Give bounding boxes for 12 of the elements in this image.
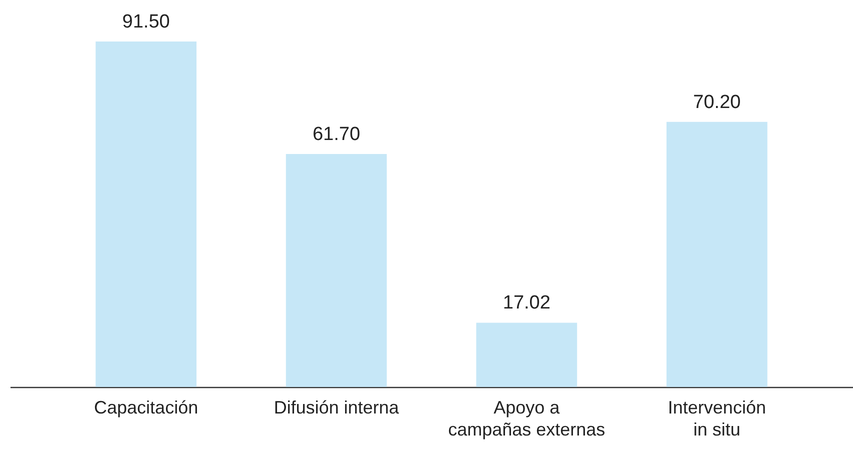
x-tick-label: Intervención in situ <box>668 398 766 440</box>
bar <box>96 41 196 387</box>
x-tick-label: Difusión interna <box>274 398 400 418</box>
bar <box>286 154 387 387</box>
bar <box>476 322 578 387</box>
data-label: 61.70 <box>312 124 360 145</box>
data-label: 17.02 <box>502 292 550 314</box>
bar <box>666 122 768 387</box>
data-label: 91.50 <box>122 11 170 32</box>
data-label: 70.20 <box>693 92 741 113</box>
x-tick-label: Apoyo a campañas externas <box>448 398 606 440</box>
x-tick-label: Capacitación <box>94 398 198 418</box>
